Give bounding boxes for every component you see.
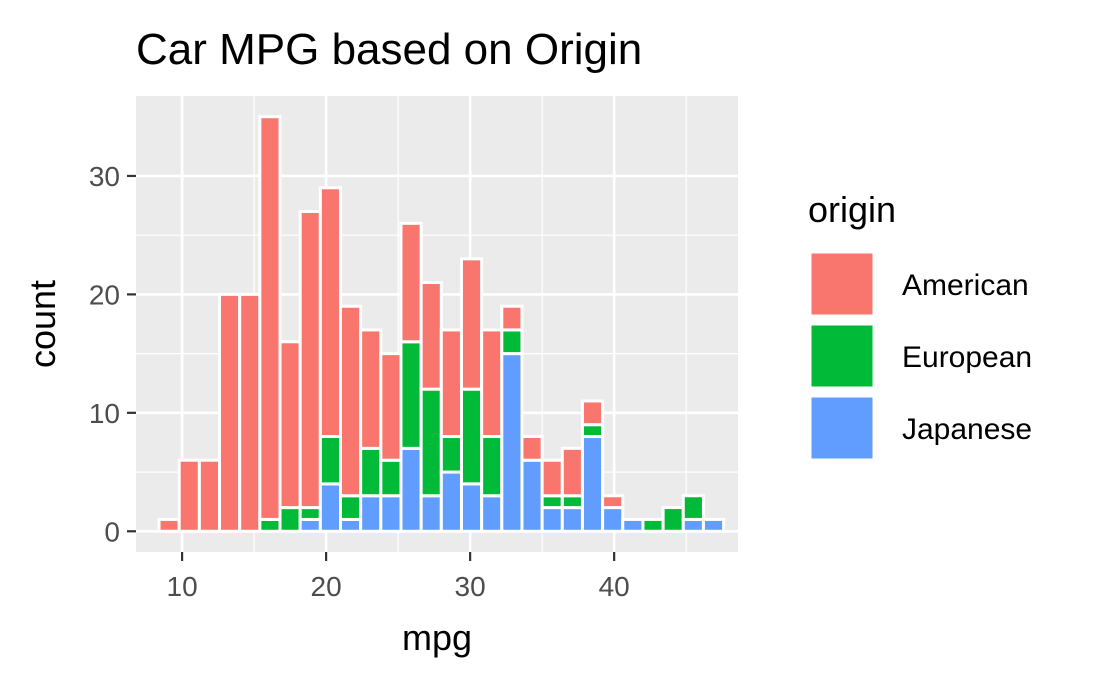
bar-american [298, 209, 322, 510]
bar-european [399, 340, 423, 450]
bar-european [580, 423, 605, 439]
bar-japanese [459, 482, 484, 533]
legend-key-japanese [808, 394, 876, 462]
bar-european [258, 517, 282, 533]
bar-american [339, 304, 363, 498]
bar-american [177, 458, 201, 533]
bar-european [359, 446, 383, 498]
bar-american [238, 292, 262, 533]
bar-european [560, 494, 584, 510]
bar-japanese [339, 517, 363, 533]
bar-american [520, 435, 544, 462]
x-tick-label: 30 [455, 571, 486, 602]
bar-american [439, 328, 463, 439]
bar-japanese [480, 494, 504, 533]
legend-label-american: American [902, 269, 1029, 302]
bar-japanese [439, 470, 463, 533]
bar-japanese [318, 482, 343, 533]
bar-european [419, 387, 443, 498]
bar-european [298, 506, 322, 521]
bar-japanese [399, 446, 423, 533]
bar-american [399, 221, 423, 344]
bar-japanese [500, 352, 524, 533]
legend-key-american [808, 250, 876, 318]
bar-european [661, 506, 685, 533]
axes: 0 10 20 30 10 20 30 40 [89, 161, 630, 602]
bar-american [157, 517, 181, 533]
bar-american [500, 304, 524, 332]
bar-american [278, 340, 302, 510]
x-tick-label: 40 [599, 571, 630, 602]
y-tick-label: 20 [89, 279, 120, 310]
bar-european [339, 494, 363, 521]
legend: origin American European Japanese [808, 189, 1032, 462]
legend-label-japanese: Japanese [902, 413, 1032, 446]
bar-japanese [560, 506, 584, 533]
bar-japanese [701, 517, 726, 533]
x-axis-label: mpg [402, 617, 472, 658]
legend-label-european: European [902, 341, 1032, 374]
bar-european [500, 328, 524, 356]
bar-american [580, 399, 605, 427]
bar-american [318, 186, 343, 439]
y-tick-label: 10 [89, 398, 120, 429]
bar-american [419, 281, 443, 391]
bar-european [318, 435, 343, 486]
bars [157, 115, 726, 533]
bar-japanese [621, 517, 645, 533]
bar-japanese [681, 517, 705, 533]
y-tick-label: 0 [104, 516, 120, 547]
bar-european [540, 494, 564, 510]
chart-title: Car MPG based on Origin [136, 25, 642, 74]
bar-american [379, 352, 403, 462]
bar-european [641, 517, 665, 533]
bar-japanese [520, 458, 544, 533]
bar-japanese [580, 435, 605, 533]
bar-american [540, 458, 564, 498]
bar-european [480, 435, 504, 498]
bar-japanese [540, 506, 564, 533]
legend-key-european [808, 322, 876, 390]
bar-american [359, 328, 383, 450]
bar-japanese [379, 494, 403, 533]
bar-japanese [419, 494, 443, 533]
bar-european [379, 458, 403, 498]
bar-american [459, 257, 484, 391]
bar-european [459, 387, 484, 486]
y-tick-label: 30 [89, 161, 120, 192]
bar-american [197, 458, 222, 533]
bar-american [218, 292, 242, 533]
bar-american [560, 446, 584, 498]
x-tick-label: 10 [167, 571, 198, 602]
x-tick-label: 20 [311, 571, 342, 602]
bar-american [601, 494, 625, 510]
legend-title: origin [808, 189, 896, 230]
bar-european [681, 494, 705, 521]
bar-european [439, 435, 463, 474]
bar-american [480, 328, 504, 439]
bar-american [258, 115, 282, 521]
bar-european [278, 506, 302, 533]
bar-japanese [359, 494, 383, 533]
bar-japanese [298, 517, 322, 533]
y-axis-label: count [22, 280, 63, 368]
bar-japanese [601, 506, 625, 533]
